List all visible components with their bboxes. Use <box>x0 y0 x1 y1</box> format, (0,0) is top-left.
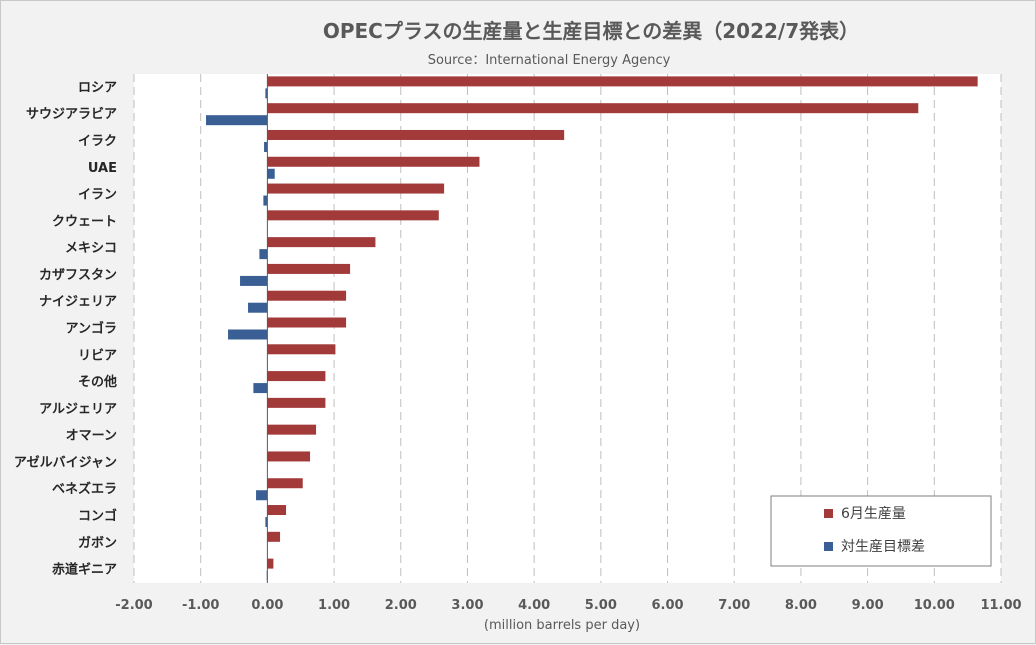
target-diff-bar <box>253 383 268 394</box>
target-diff-bar <box>265 517 268 528</box>
category-label: UAE <box>88 161 117 176</box>
x-tick-label: 1.00 <box>318 598 350 613</box>
x-tick-label: 9.00 <box>852 598 884 613</box>
legend-label-production: 6月生産量 <box>841 506 906 522</box>
production-bar <box>267 156 480 167</box>
category-label: メキシコ <box>65 241 117 256</box>
category-label: コンゴ <box>78 508 117 524</box>
x-tick-label: 4.00 <box>518 598 550 613</box>
production-bar <box>267 263 351 274</box>
category-label: ナイジェリア <box>39 295 117 310</box>
production-bar <box>267 371 326 382</box>
x-tick-label: 7.00 <box>718 598 750 613</box>
category-label: カザフスタン <box>39 268 117 283</box>
x-tick-label: 8.00 <box>785 598 817 613</box>
production-bar <box>267 558 274 569</box>
production-bar <box>267 210 439 221</box>
target-diff-bar <box>265 88 268 99</box>
production-bar <box>267 344 336 355</box>
x-tick-label: -2.00 <box>115 598 152 613</box>
chart-title: OPECプラスの生産量と生産目標との差異（2022/7発表） <box>323 19 859 43</box>
category-label: アゼルバイジャン <box>14 454 117 470</box>
legend: 6月生産量 対生産目標差 <box>770 495 992 567</box>
production-bar <box>267 129 565 140</box>
target-diff-bar <box>267 168 275 179</box>
bars <box>206 74 978 583</box>
x-tick-label: 2.00 <box>385 598 417 613</box>
legend-swatch-target-diff <box>824 542 833 551</box>
category-label: アルジェリア <box>39 402 117 417</box>
production-bar <box>267 76 978 87</box>
x-tick-labels: -2.00 -1.00 0.00 1.00 2.00 3.00 4.00 5.00 6.00 7.… <box>115 598 1021 613</box>
category-label: 赤道ギニア <box>52 562 117 578</box>
category-label: その他 <box>78 374 117 390</box>
category-label: サウジアラビア <box>26 106 117 122</box>
production-bar <box>267 237 376 248</box>
category-label: イラク <box>78 134 117 149</box>
category-label: オマーン <box>66 429 117 444</box>
production-bar <box>267 451 311 462</box>
production-bar <box>267 317 347 328</box>
legend-box <box>770 495 992 567</box>
chart-subtitle: Source：International Energy Agency <box>428 53 671 68</box>
category-label: ロシア <box>78 80 117 95</box>
target-diff-bar <box>256 490 268 501</box>
target-diff-bar <box>240 275 268 286</box>
target-diff-bar <box>228 329 268 340</box>
category-label: クウェート <box>52 214 117 229</box>
x-tick-label: 5.00 <box>585 598 617 613</box>
target-diff-bar <box>259 249 268 260</box>
x-tick-label: 3.00 <box>451 598 483 613</box>
x-tick-label: 6.00 <box>651 598 683 613</box>
category-label: リビア <box>78 347 117 363</box>
production-bar <box>267 531 281 542</box>
target-diff-bar <box>263 195 268 206</box>
legend-label-target-diff: 対生産目標差 <box>841 539 925 555</box>
legend-swatch-production <box>824 509 833 518</box>
production-bar <box>267 505 287 516</box>
x-tick-label: 10.00 <box>914 598 955 613</box>
x-tick-label: 11.00 <box>980 598 1021 613</box>
x-axis-title: (million barrels per day) <box>484 618 640 633</box>
target-diff-bar <box>248 302 268 313</box>
category-label: アンゴラ <box>66 321 117 337</box>
production-bar <box>267 290 347 301</box>
target-diff-bar <box>264 141 268 152</box>
production-bar <box>267 424 317 435</box>
production-bar <box>267 478 303 489</box>
x-tick-label: -1.00 <box>182 598 219 613</box>
production-bar <box>267 183 445 194</box>
target-diff-bar <box>206 115 268 126</box>
x-tick-label: 0.00 <box>251 598 283 613</box>
production-bar <box>267 103 919 114</box>
production-bar <box>267 397 326 408</box>
category-label: ガボン <box>78 535 117 551</box>
category-label: イラン <box>78 188 117 203</box>
category-label: ベネズエラ <box>52 481 117 497</box>
